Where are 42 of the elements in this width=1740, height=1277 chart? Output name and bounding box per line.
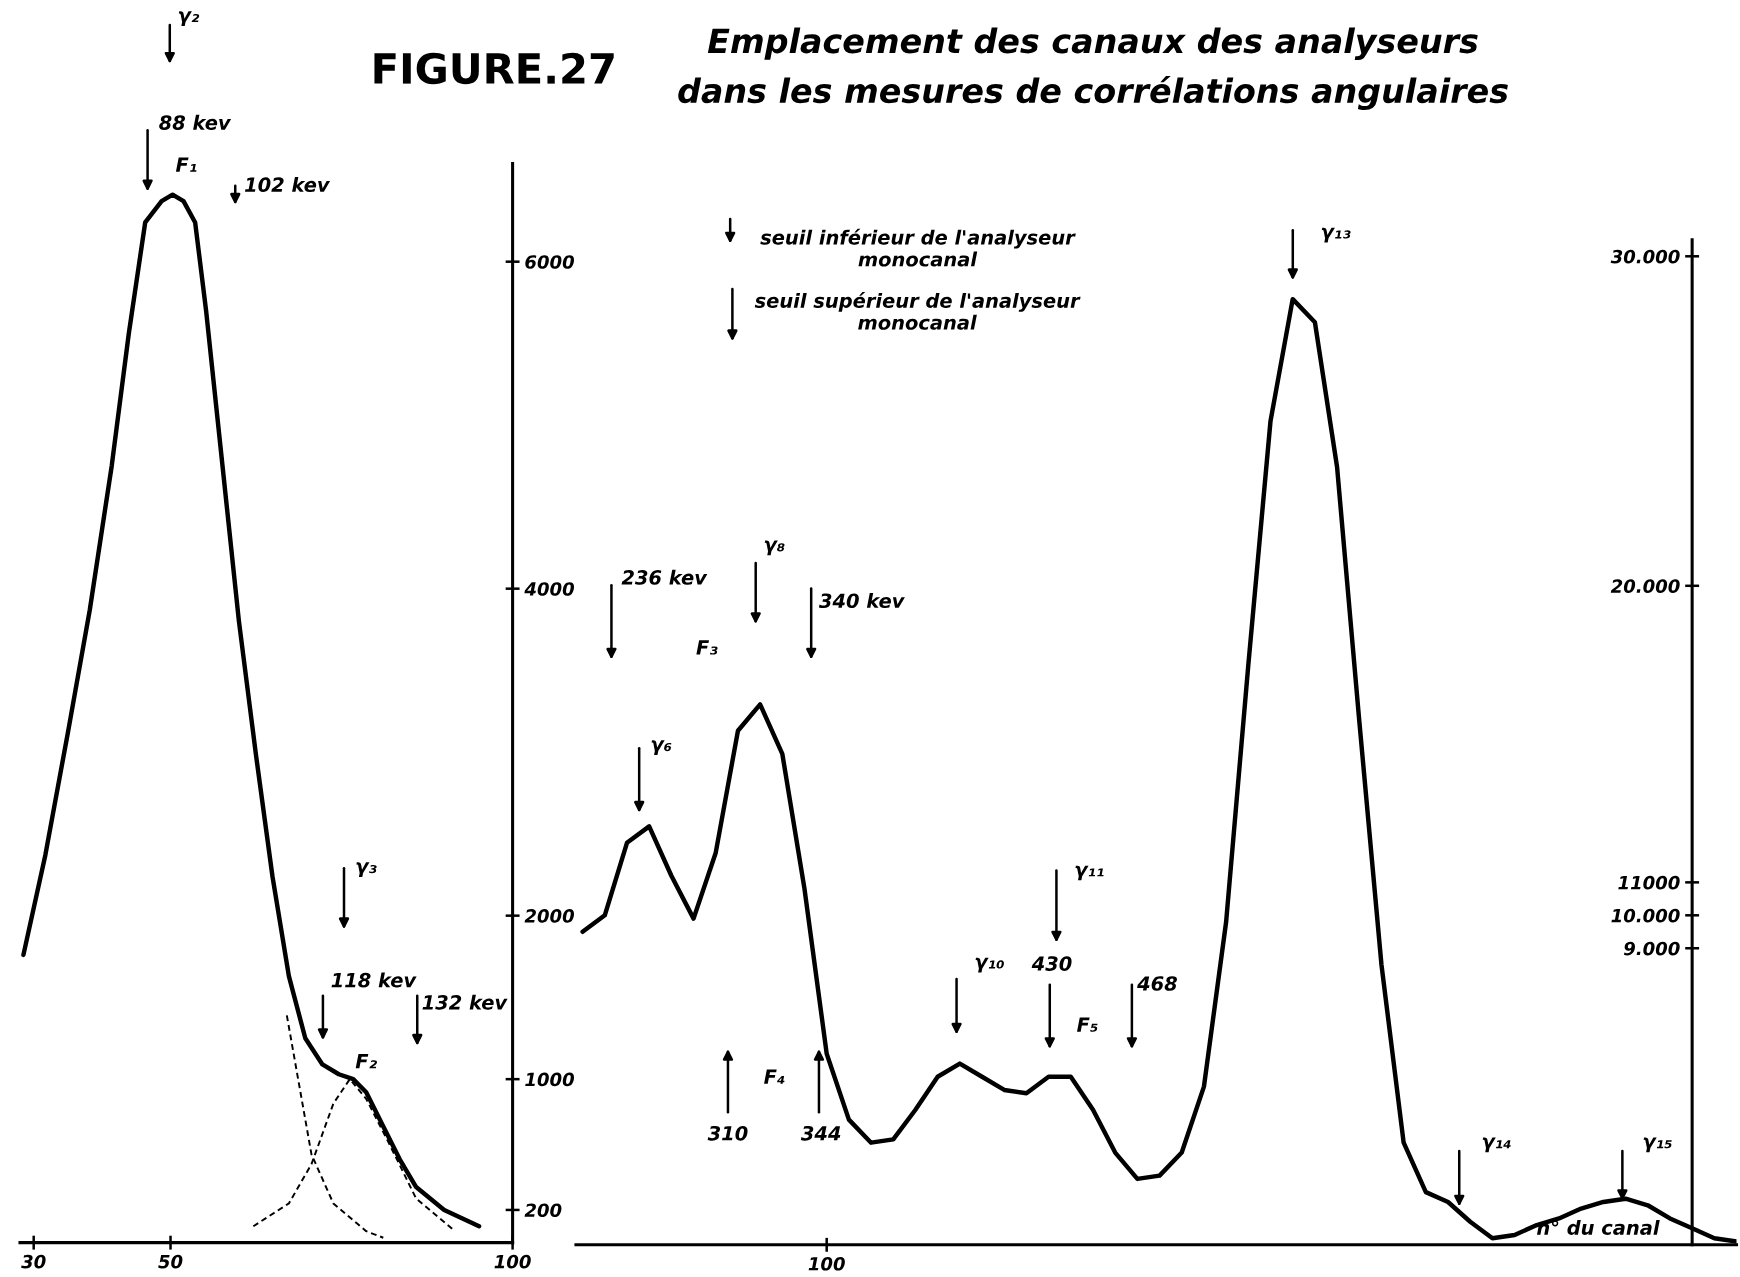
chart-title: Emplacement des canaux des analyseurs dans les mesures de corrélations angulaires: [678, 27, 1508, 110]
y-tick-label: 200: [524, 1203, 562, 1218]
annotation: seuil inférieur de l'analyseur monocanal: [760, 228, 1076, 267]
y-tick-label: 1000: [525, 1072, 575, 1087]
annotation: γ₁₁: [1075, 865, 1104, 881]
annotation: 118 kev: [331, 972, 417, 988]
annotation: γ₁₅: [1643, 1137, 1672, 1153]
annotation: 132 kev: [422, 994, 508, 1010]
annotation: γ₆: [651, 740, 672, 755]
y-tick-label: 9.000: [1623, 941, 1680, 956]
annotation: 310: [707, 1125, 748, 1141]
text: 88 kev: [159, 114, 232, 130]
annotation: F₃: [696, 640, 718, 655]
y-tick-label: 20.000: [1610, 579, 1680, 593]
annotation: F₅: [1077, 1017, 1098, 1032]
annotation: F₄: [764, 1069, 785, 1084]
y-tick-label: 4000: [524, 582, 575, 596]
y-tick-label: 2000: [524, 909, 575, 923]
annotation: 430: [1031, 956, 1072, 971]
text: γ₂: [178, 11, 200, 27]
annotation: γ₃: [356, 862, 377, 878]
y-tick-label: 11000: [1618, 875, 1680, 890]
x-tick-label: 30: [21, 1254, 46, 1269]
annotation: γ₈: [764, 540, 785, 556]
annotation: 344: [800, 1125, 841, 1141]
x-tick-label: 100: [494, 1254, 531, 1269]
annotation: 102 kev: [244, 176, 331, 193]
annotation: F₂: [355, 1054, 377, 1069]
y-tick-label: 6000: [525, 255, 575, 269]
annotation: 468: [1137, 976, 1177, 991]
annotation: γ₁₄: [1482, 1137, 1511, 1153]
y-tick-label: 30.000: [1610, 249, 1680, 264]
x-tick-label: 100: [808, 1256, 845, 1271]
annotation: F₁: [175, 157, 197, 172]
x-tick-label: 50: [158, 1254, 183, 1269]
annotation: seuil supérieur de l'analyseur monocanal: [754, 292, 1081, 330]
annotation: 236 kev: [621, 569, 708, 585]
annotation: γ₁₃: [1321, 227, 1351, 243]
chart-title: FIGURE.27: [374, 52, 614, 85]
y-tick-label: 10.000: [1611, 908, 1680, 923]
annotation: 340 kev: [818, 593, 905, 609]
annotation: γ₁₀: [975, 957, 1004, 973]
